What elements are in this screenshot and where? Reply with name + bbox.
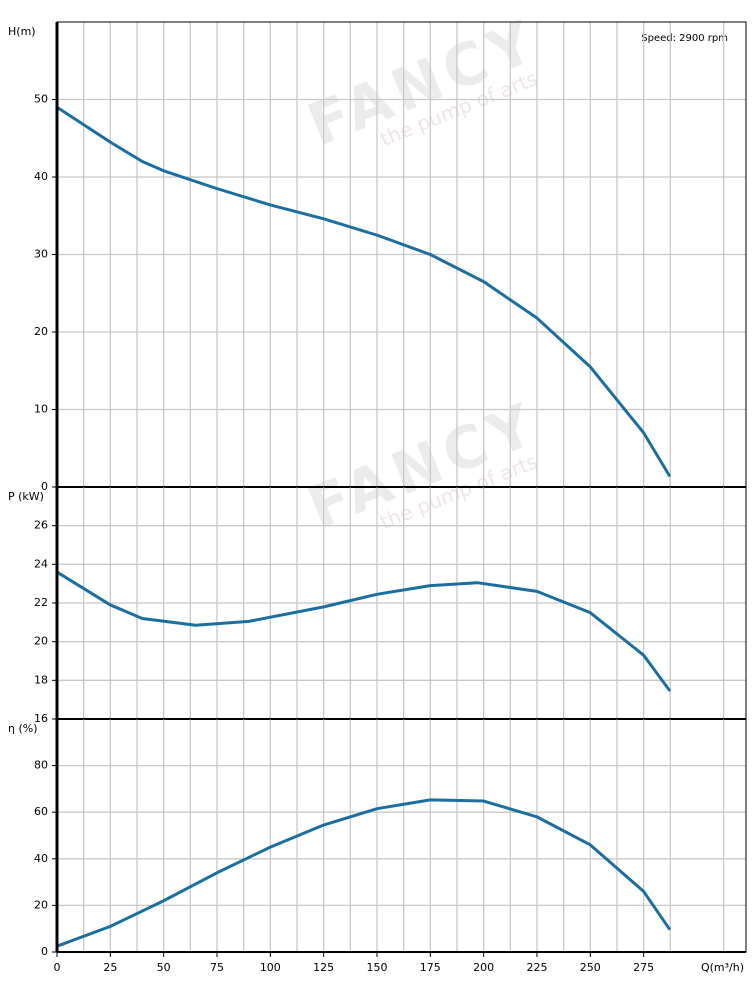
y-tick-label: 0 [41,480,48,493]
y-tick-label: 20 [34,898,48,911]
x-tick-label: 100 [260,961,281,974]
x-tick-label: 25 [103,961,117,974]
y-tick-label: 22 [34,596,48,609]
y-tick-label: 80 [34,759,48,772]
y-tick-label: 30 [34,248,48,261]
y-tick-label: 50 [34,93,48,106]
x-tick-label: 150 [366,961,387,974]
y-tick-label: 10 [34,403,48,416]
x-tick-label: 275 [633,961,654,974]
y-tick-label: 24 [34,557,48,570]
x-tick-label: 175 [420,961,441,974]
curve [55,105,671,477]
y-tick-label: 16 [34,712,48,725]
y-axis-label: P (kW) [8,490,44,503]
panel-frame [56,718,747,953]
x-axis-label: Q(m³/h) [701,961,744,974]
x-tick-label: 125 [313,961,334,974]
y-tick-label: 0 [41,945,48,958]
y-tick-label: 40 [34,170,48,183]
y-axis-label: η (%) [8,722,38,735]
speed-label: Speed: 2900 rpm [641,33,728,44]
x-tick-label: 200 [473,961,494,974]
y-tick-label: 20 [34,635,48,648]
x-tick-label: 50 [157,961,171,974]
y-tick-label: 60 [34,805,48,818]
y-tick-label: 20 [34,325,48,338]
y-tick-label: 18 [34,673,48,686]
x-tick-label: 0 [54,961,61,974]
curve [55,570,671,692]
y-tick-label: 26 [34,519,48,532]
y-tick-label: 40 [34,852,48,865]
y-axis-label: H(m) [8,25,36,38]
x-tick-label: 250 [580,961,601,974]
x-tick-label: 75 [210,961,224,974]
x-tick-label: 225 [526,961,547,974]
curve [55,798,671,948]
